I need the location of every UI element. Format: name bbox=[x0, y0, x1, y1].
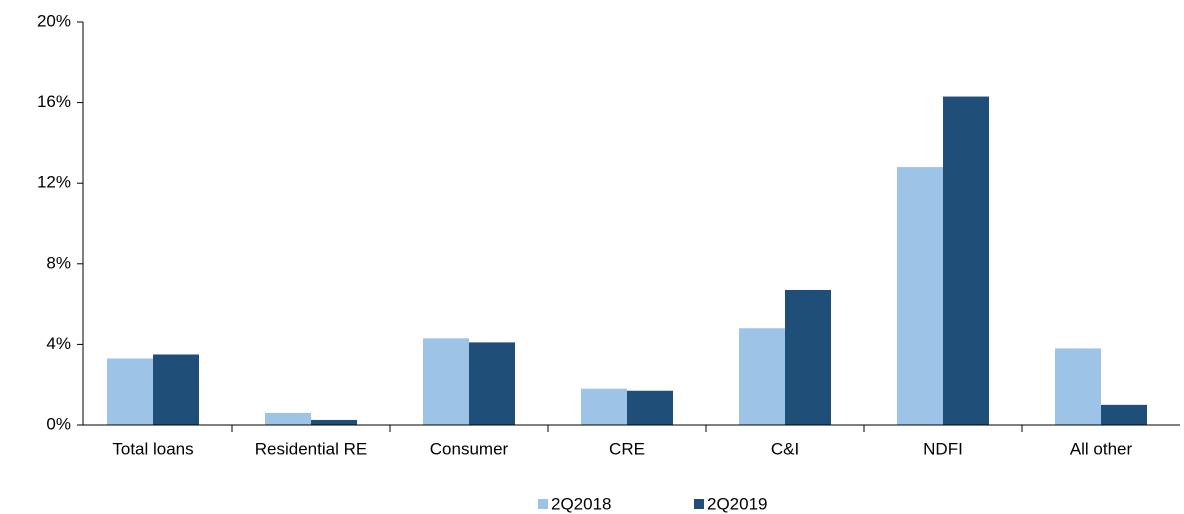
x-tick-label: Consumer bbox=[430, 439, 509, 458]
x-tick-label: Total loans bbox=[112, 439, 193, 458]
bar bbox=[1101, 404, 1147, 425]
bar bbox=[627, 390, 673, 425]
bar bbox=[1055, 348, 1101, 425]
legend-swatch bbox=[538, 499, 548, 509]
x-tick-label: All other bbox=[1070, 439, 1133, 458]
bar bbox=[897, 167, 943, 425]
bar bbox=[107, 358, 153, 425]
y-tick-label: 4% bbox=[46, 334, 71, 353]
y-tick-label: 0% bbox=[46, 414, 71, 433]
bar bbox=[469, 342, 515, 425]
x-tick-label: C&I bbox=[771, 439, 799, 458]
legend-label: 2Q2018 bbox=[551, 494, 612, 513]
x-tick-label: Residential RE bbox=[255, 439, 367, 458]
bar bbox=[739, 328, 785, 425]
y-tick-label: 8% bbox=[46, 253, 71, 272]
x-tick-label: NDFI bbox=[923, 439, 963, 458]
bar bbox=[943, 96, 989, 426]
bar bbox=[785, 289, 831, 425]
bar bbox=[153, 354, 199, 425]
bar bbox=[581, 388, 627, 425]
x-tick-label: CRE bbox=[609, 439, 645, 458]
legend-swatch bbox=[694, 499, 704, 509]
legend-label: 2Q2019 bbox=[707, 494, 768, 513]
y-tick-label: 20% bbox=[37, 11, 71, 30]
y-tick-label: 12% bbox=[37, 173, 71, 192]
y-tick-label: 16% bbox=[37, 92, 71, 111]
bar bbox=[265, 412, 311, 425]
bar bbox=[311, 419, 357, 425]
bar bbox=[423, 338, 469, 425]
